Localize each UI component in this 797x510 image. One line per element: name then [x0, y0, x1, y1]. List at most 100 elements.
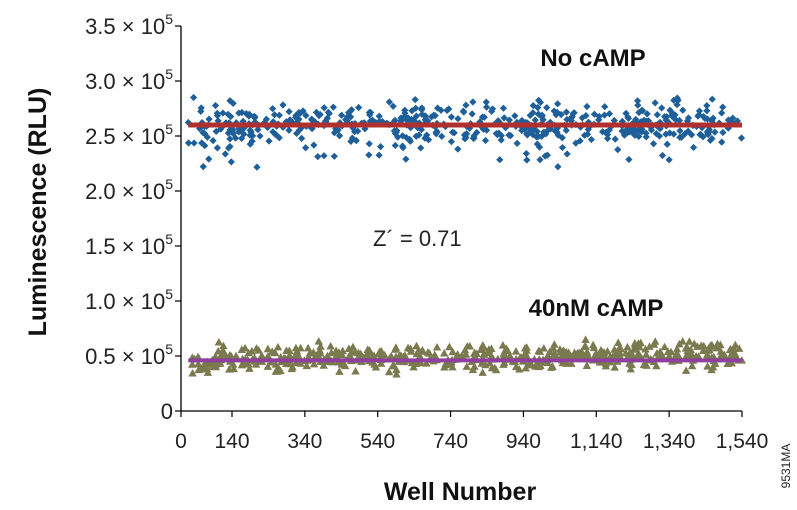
forty-nm-camp-point [285, 350, 294, 359]
forty-nm-camp-point [263, 362, 273, 370]
no-camp-point [672, 116, 680, 124]
y-tick-label: 1.0 × 105 [85, 286, 173, 314]
forty-nm-camp-point [549, 350, 558, 359]
no-camp-point [355, 103, 363, 112]
no-camp-point [703, 115, 712, 123]
no-camp-point [330, 152, 338, 160]
no-camp-point [708, 95, 716, 103]
no-camp-point [673, 94, 681, 102]
no-camp-point [536, 156, 544, 164]
no-camp-point [323, 114, 331, 122]
no-camp-point [251, 118, 259, 126]
no-camp-point [469, 98, 477, 106]
no-camp-point [505, 116, 514, 124]
forty-nm-camp-point [582, 361, 592, 369]
no-camp-point [432, 128, 440, 136]
y-axis-title: Luminescence (RLU) [24, 88, 52, 337]
forty-nm-camp-point [731, 352, 740, 361]
forty-nm-camp-point [319, 361, 328, 369]
forty-nm-camp-point [334, 348, 344, 356]
no-camp-point [563, 115, 571, 124]
no-camp-point [404, 114, 412, 122]
forty-nm-camp-point [415, 358, 424, 367]
forty-nm-camp-point [655, 347, 665, 356]
forty-nm-camp-point [388, 361, 398, 370]
forty-nm-camp-point [323, 351, 332, 360]
no-camp-point [665, 156, 673, 164]
no-camp-point [630, 125, 638, 133]
no-camp-point [493, 131, 501, 139]
no-camp-point [718, 109, 726, 117]
no-camp-point [540, 128, 548, 136]
no-camp-point [531, 116, 539, 124]
no-camp-point [211, 101, 220, 110]
no-camp-point [718, 138, 726, 146]
no-camp-point [681, 130, 689, 138]
figure-code: 9531MA [779, 444, 793, 489]
no-camp-point [675, 116, 684, 125]
forty-nm-camp-point [462, 362, 471, 370]
no-camp-point [411, 96, 419, 104]
forty-nm-camp-point [526, 359, 536, 368]
no-camp-point [412, 104, 420, 112]
forty-nm-camp-point [606, 352, 615, 360]
no-camp-point [635, 108, 643, 117]
no-camp-point [643, 110, 651, 118]
no-camp-point [554, 163, 562, 171]
forty-nm-camp-point [335, 367, 344, 375]
no-camp-point [295, 115, 303, 123]
no-camp-point [399, 144, 407, 152]
no-camp-point [535, 96, 543, 104]
no-camp-point [245, 112, 253, 120]
forty-nm-camp-point [681, 366, 691, 374]
no-camp-point [711, 128, 719, 136]
no-camp-point [483, 126, 491, 134]
x-tick-label: 1,140 [570, 430, 623, 453]
no-camp-point [642, 133, 650, 141]
forty-nm-camp-point [539, 343, 548, 352]
no-camp-point [533, 140, 541, 148]
forty-nm-camp-point [326, 341, 335, 350]
x-tick-label: 1,340 [643, 430, 696, 453]
forty-nm-camp-point [629, 345, 639, 353]
no-camp-point [412, 118, 420, 126]
no-camp-point [285, 126, 293, 134]
no-camp-point [224, 129, 232, 137]
forty-nm-camp-point [511, 347, 521, 355]
forty-nm-camp-point [574, 351, 584, 360]
no-camp-point [558, 134, 566, 142]
x-tick-label: 340 [287, 430, 322, 453]
no-camp-point [598, 128, 607, 136]
forty-nm-camp-point [446, 359, 456, 368]
z-prime-annotation: Z´ = 0.71 [373, 226, 462, 251]
no-camp-point [314, 153, 322, 161]
no-camp-point [497, 132, 505, 140]
forty-nm-camp-point [723, 359, 732, 367]
forty-nm-camp-point [599, 350, 609, 358]
no-camp-point [299, 107, 307, 115]
no-camp-point [297, 124, 306, 132]
no-camp-point [391, 116, 399, 124]
no-camp-point [212, 127, 220, 136]
no-camp-point [347, 137, 355, 146]
forty-nm-camp-point [445, 342, 454, 351]
forty-nm-camp-point [623, 342, 632, 351]
no-camp-point [663, 140, 671, 148]
forty-nm-camp-point [214, 346, 223, 355]
no-camp-point [610, 116, 618, 125]
no-camp-point [605, 110, 614, 118]
forty-nm-camp-point [642, 350, 651, 358]
forty-nm-camp-point [347, 347, 357, 356]
y-tick-label: 3.0 × 105 [85, 66, 173, 94]
no-camp-point [705, 125, 713, 134]
y-tick-label: 1.5 × 105 [85, 231, 173, 259]
forty-nm-camp-point [693, 342, 702, 350]
no-camp-point [209, 137, 217, 145]
forty-nm-camp-point [698, 346, 708, 354]
no-camp-point [343, 118, 351, 127]
no-camp-point [402, 133, 411, 142]
forty-nm-camp-point [521, 349, 530, 357]
forty-nm-camp-point [273, 367, 282, 375]
forty-nm-camp-point [477, 359, 486, 367]
no-camp-point [482, 103, 491, 111]
